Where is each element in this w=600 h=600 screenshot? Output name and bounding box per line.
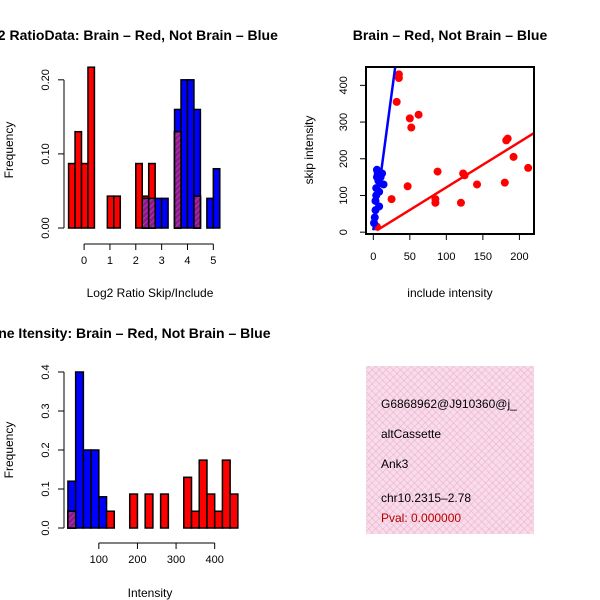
hist2-y-tick-label: 0.2 (40, 442, 52, 457)
hist0-x-tick-label: 4 (184, 255, 190, 267)
hist0-brain-overlap-bar (147, 197, 156, 229)
hist2-y-tick-label: 0.3 (40, 403, 52, 418)
hist2-brain-bar (159, 493, 170, 529)
hist0-x-tick-label: 2 (133, 255, 139, 267)
hist2-brain-bar (190, 510, 200, 529)
hist2-not-brain-bar (82, 449, 92, 529)
scatter-ylabel: skip intensity (302, 116, 316, 185)
hist2-brain-bar (183, 476, 193, 529)
hist0-not-brain-bar (206, 197, 215, 229)
hist2-x-tick-label: 200 (128, 554, 146, 566)
log2-ratio-histogram: Log2 RatioData: Brain – Red, Not Brain –… (0, 27, 278, 300)
scatter-y-tick-label: 0 (338, 229, 350, 235)
hist3-xlabel: Intensity (128, 586, 173, 600)
hist2-not-brain-bar (98, 496, 108, 529)
hist2-not-brain-bar (90, 449, 100, 529)
scatter-point-brain (407, 123, 416, 132)
hist0-y-tick-label: 0.20 (40, 69, 52, 90)
hist2-brain-bar (229, 493, 239, 529)
hist2-x-tick-label: 300 (167, 554, 185, 566)
hist2-brain-overlap-bar (67, 510, 77, 529)
scatter-point-not-brain (379, 180, 388, 189)
scatter-y-tick-label: 300 (338, 113, 350, 131)
hist2-brain-bar (105, 510, 116, 529)
hist1-title: Log2 RatioData: Brain – Red, Not Brain –… (0, 27, 278, 43)
hist0-not-brain-bar (154, 197, 163, 229)
scatter-x-tick-label: 100 (437, 251, 455, 263)
hist2-brain-bar (213, 510, 224, 529)
intensity-histogram: Gene Itensity: Brain – Red, Not Brain – … (0, 325, 271, 600)
hist2-brain-bar (128, 493, 139, 529)
hist0-x-tick-label: 1 (107, 255, 113, 267)
scatter-y-tick-label: 200 (338, 150, 350, 168)
hist0-brain-bar (87, 66, 96, 229)
hist2-brain-bar (144, 493, 154, 529)
hist0-x-tick-label: 0 (81, 255, 87, 267)
hist0-brain-bar (67, 162, 76, 229)
hist0-x-tick-label: 5 (210, 255, 216, 267)
hist0-brain-overlap-bar (193, 195, 202, 229)
hist3-title: Gene Itensity: Brain – Red, Not Brain – … (0, 325, 271, 341)
hist0-not-brain-bar (180, 79, 189, 229)
hist0-not-brain-bar (160, 197, 169, 229)
hist2-brain-bar (221, 459, 231, 529)
hist2-x-tick-label: 400 (206, 554, 224, 566)
scatter-point-brain (500, 178, 509, 187)
hist2-not-brain-bar (74, 371, 85, 529)
scatter-xlabel: include intensity (407, 286, 492, 300)
hist0-y-tick-label: 0.00 (40, 217, 52, 238)
hist0-brain-overlap-bar (173, 130, 182, 229)
scatter-x-tick-label: 50 (404, 251, 416, 263)
scatter-point-brain (509, 152, 518, 161)
scatter-point-brain (414, 110, 423, 119)
hist0-brain-bar (135, 162, 143, 229)
hist0-brain-overlap-bar (141, 197, 150, 229)
scatter-point-brain (456, 198, 465, 207)
scatter-y-tick-label: 400 (338, 76, 350, 94)
gene-info-panel: G6868962@J910360@j_ altCassette Ank3 chr… (366, 366, 534, 534)
scatter-point-brain (394, 70, 403, 79)
scatter-point-brain (387, 195, 396, 204)
scatter-fit-line-brain (376, 132, 534, 232)
hist2-brain-bar (198, 459, 208, 529)
scatter-point-brain (431, 198, 440, 207)
scatter-point-brain (473, 180, 482, 189)
hist0-brain-bar (80, 162, 89, 229)
info-event-type: altCassette (381, 427, 442, 441)
hist0-y-tick-label: 0.10 (40, 143, 52, 164)
hist1-xlabel: Log2 Ratio Skip/Include (87, 286, 214, 300)
scatter-point-brain (405, 114, 414, 123)
hist2-x-tick-label: 100 (90, 554, 108, 566)
hist2-y-tick-label: 0.0 (40, 520, 52, 535)
scatter-x-tick-label: 150 (474, 251, 492, 263)
hist2-y-tick-label: 0.4 (40, 364, 52, 379)
info-pval: Pval: 0.000000 (381, 511, 462, 525)
scatter-point-brain (524, 163, 533, 172)
info-gene-name: Ank3 (381, 457, 409, 471)
hist0-brain-bar (106, 195, 115, 229)
info-location: chr10.2315–2.78 (381, 491, 472, 505)
hist2-brain-bar (206, 493, 216, 529)
hist2-y-tick-label: 0.1 (40, 481, 52, 496)
hist0-not-brain-bar (212, 167, 221, 229)
scatter-title: Brain – Red, Not Brain – Blue (353, 27, 548, 43)
hist1-ylabel: Frequency (2, 122, 16, 179)
scatter-point-brain (403, 182, 412, 191)
hist0-brain-bar (74, 130, 83, 229)
scatter-point-brain (503, 134, 512, 143)
scatter-x-tick-label: 0 (370, 251, 376, 263)
hist0-not-brain-bar (186, 79, 195, 229)
hist0-brain-bar (113, 195, 122, 229)
scatter-point-brain (433, 167, 442, 176)
scatter-fit-line-not-brain (372, 67, 397, 231)
intensity-scatter: Brain – Red, Not Brain – Blue 0 50 100 150 2… (302, 27, 547, 300)
scatter-x-tick-label: 200 (510, 251, 528, 263)
info-event-id: G6868962@J910360@j_ (381, 397, 517, 411)
scatter-frame (365, 66, 535, 235)
hist0-x-tick-label: 3 (159, 255, 165, 267)
hist3-ylabel: Frequency (2, 422, 16, 479)
scatter-point-brain (392, 97, 401, 106)
scatter-y-tick-label: 100 (338, 186, 350, 204)
